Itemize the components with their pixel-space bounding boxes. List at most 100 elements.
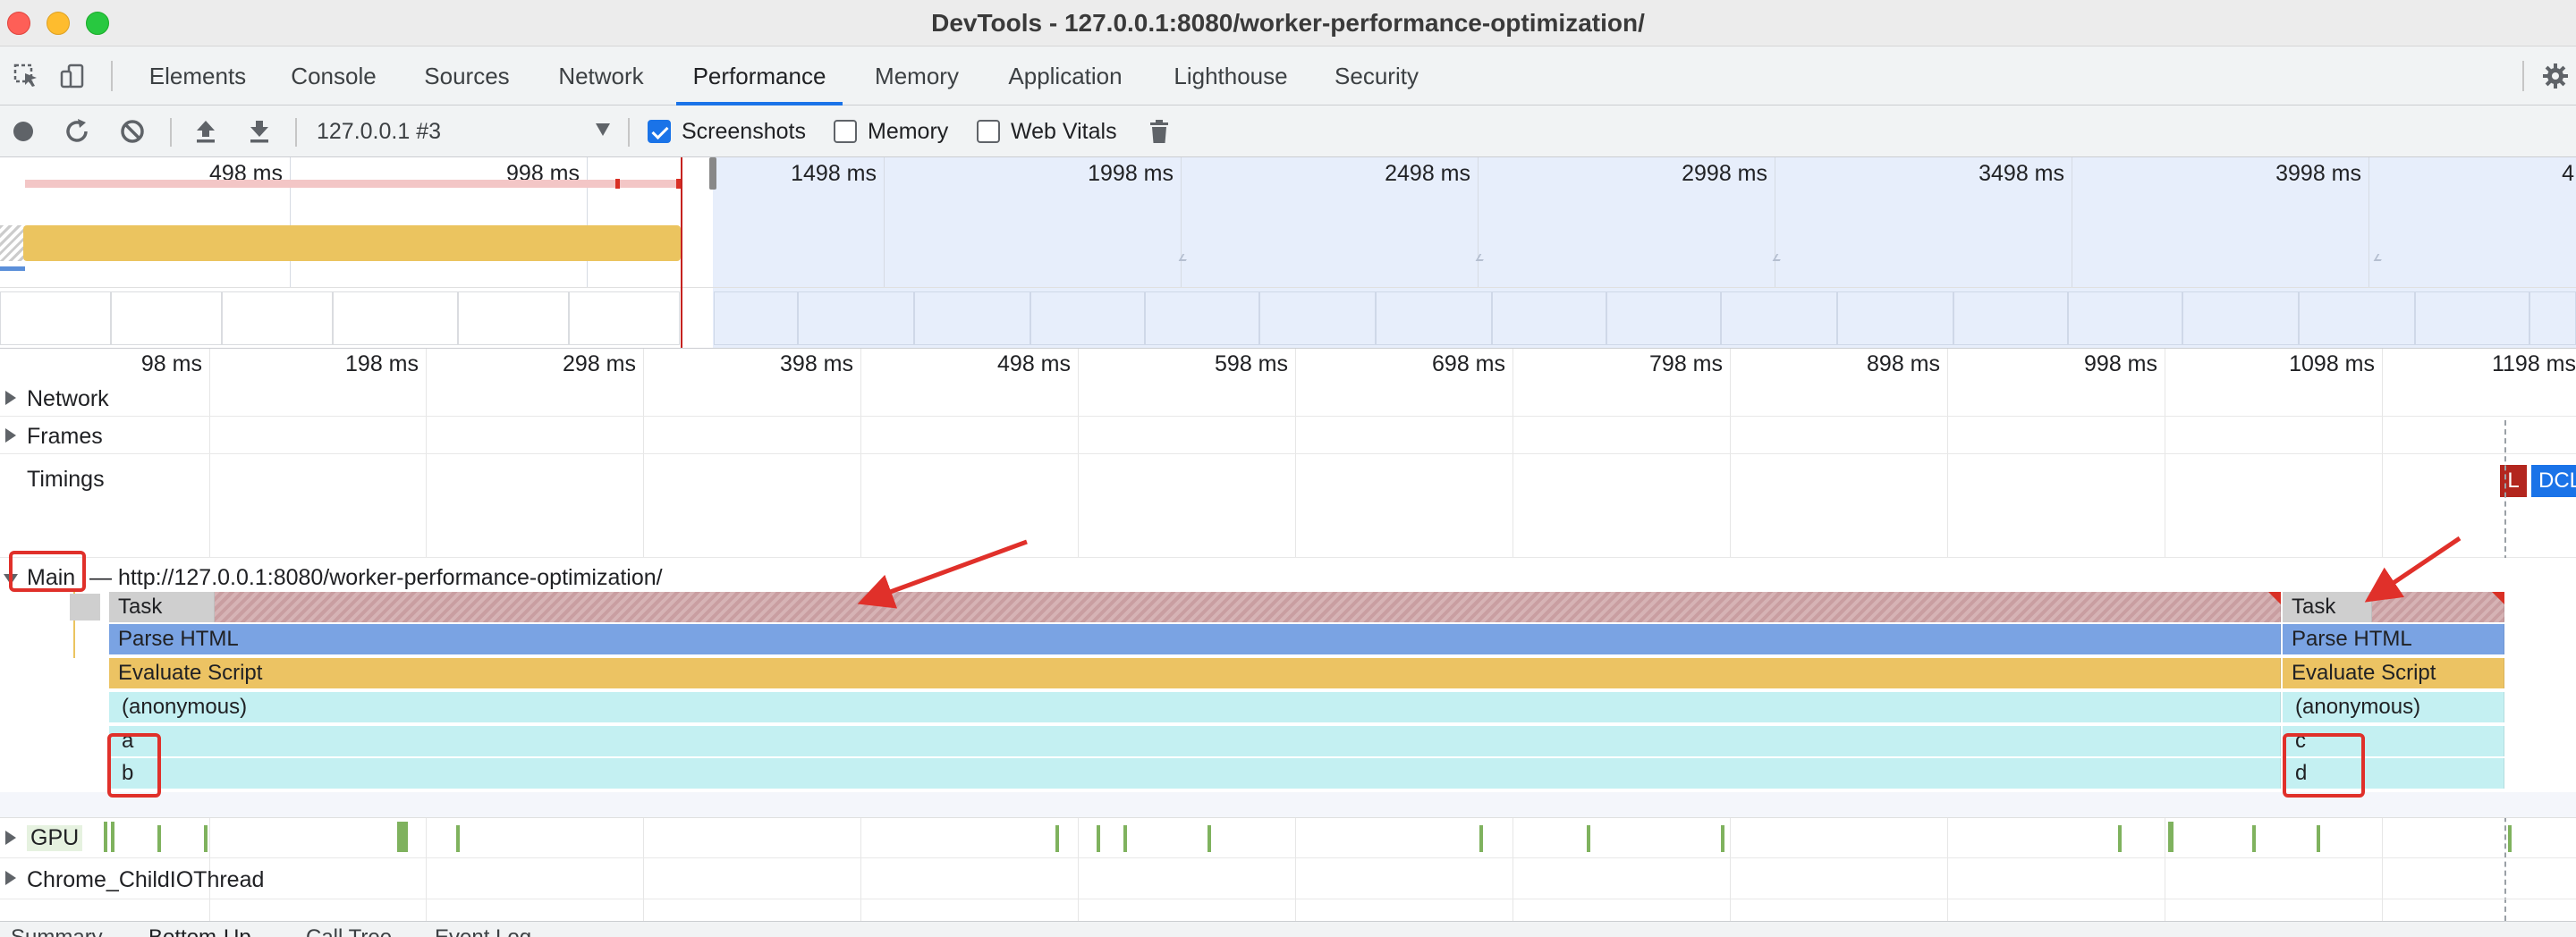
function-a-bar[interactable]: a [109, 726, 2281, 756]
filmstrip-frame[interactable] [1492, 291, 1606, 345]
tab-console[interactable]: Console [291, 63, 377, 89]
frames-track-label[interactable]: Frames [27, 424, 103, 449]
gear-icon[interactable] [2542, 63, 2569, 89]
io-thread-track-label[interactable]: Chrome_ChildIOThread [27, 867, 265, 892]
window-maximize-button[interactable] [86, 12, 109, 35]
anonymous-function-bar[interactable]: (anonymous) [109, 692, 2281, 722]
window-minimize-button[interactable] [47, 12, 70, 35]
filmstrip-frame[interactable] [2415, 291, 2529, 345]
upload-profile-icon[interactable] [191, 117, 220, 146]
tab-network[interactable]: Network [558, 63, 644, 89]
gpu-event[interactable] [204, 825, 208, 852]
filmstrip-frame[interactable] [1030, 291, 1145, 345]
io-thread-track[interactable]: Chrome_ChildIOThread [0, 858, 2576, 899]
gpu-event[interactable] [1587, 825, 1590, 852]
tab-security[interactable]: Security [1335, 63, 1419, 89]
expand-triangle-icon[interactable] [5, 871, 16, 885]
tab-performance[interactable]: Performance [676, 46, 843, 106]
gpu-event[interactable] [1721, 825, 1724, 852]
gpu-event[interactable] [2508, 825, 2512, 852]
gpu-event[interactable] [157, 825, 161, 852]
tab-call-tree[interactable]: Call Tree [306, 925, 392, 937]
inspect-element-icon[interactable] [13, 63, 39, 89]
network-track-label[interactable]: Network [27, 386, 109, 411]
filmstrip-frame[interactable] [714, 291, 798, 345]
expand-triangle-icon[interactable] [5, 428, 16, 443]
timeline-overview[interactable]: 498 ms 998 ms 1498 ms 1998 ms 2498 ms 29… [0, 157, 2576, 349]
memory-label[interactable]: Memory [868, 119, 949, 144]
timings-track-label[interactable]: Timings [27, 467, 105, 492]
download-profile-icon[interactable] [245, 117, 274, 146]
main-track-label[interactable]: Main [27, 565, 76, 590]
filmstrip-frame[interactable] [1606, 291, 1721, 345]
expand-triangle-icon[interactable] [5, 831, 16, 845]
function-d-bar[interactable]: d [2283, 758, 2504, 789]
filmstrip-frame[interactable] [333, 291, 458, 345]
screenshot-filmstrip[interactable] [0, 287, 2576, 348]
device-toolbar-icon[interactable] [59, 63, 86, 89]
chevron-down-icon[interactable] [596, 123, 610, 136]
tab-summary[interactable]: Summary [11, 925, 103, 937]
filmstrip-frame[interactable] [2529, 291, 2576, 345]
tab-lighthouse[interactable]: Lighthouse [1174, 63, 1288, 89]
screenshots-label[interactable]: Screenshots [682, 119, 806, 144]
gpu-event[interactable] [1479, 825, 1483, 852]
gpu-event[interactable] [2252, 825, 2256, 852]
filmstrip-frame[interactable] [1259, 291, 1376, 345]
tab-application[interactable]: Application [1008, 63, 1123, 89]
clear-icon[interactable] [118, 117, 147, 146]
target-select[interactable]: 127.0.0.1 #3 [317, 119, 442, 144]
evaluate-script-bar[interactable]: Evaluate Script [109, 658, 2281, 688]
gpu-track[interactable]: GPU [0, 817, 2576, 858]
filmstrip-frame[interactable] [458, 291, 569, 345]
tab-bottom-up[interactable]: Bottom-Up [148, 925, 251, 937]
dcl-marker[interactable]: DCL [2531, 465, 2576, 497]
window-close-button[interactable] [7, 12, 30, 35]
filmstrip-frame[interactable] [914, 291, 1030, 345]
task-long-bar[interactable] [215, 592, 2281, 622]
gpu-event[interactable] [1055, 825, 1059, 852]
filmstrip-frame[interactable] [1376, 291, 1492, 345]
reload-record-icon[interactable] [63, 117, 91, 146]
expand-triangle-icon[interactable] [5, 391, 16, 405]
record-icon[interactable] [9, 117, 38, 146]
gpu-event[interactable] [1208, 825, 1211, 852]
tab-sources[interactable]: Sources [424, 63, 510, 89]
gpu-track-label[interactable]: GPU [27, 825, 83, 851]
filmstrip-frame[interactable] [222, 291, 333, 345]
gpu-event[interactable] [2168, 822, 2174, 852]
gpu-event[interactable] [456, 825, 460, 852]
filmstrip-frame[interactable] [2068, 291, 2182, 345]
gpu-event[interactable] [104, 822, 107, 852]
filmstrip-frame[interactable] [1837, 291, 1953, 345]
task-stub[interactable] [70, 594, 100, 620]
tab-event-log[interactable]: Event Log [435, 925, 531, 937]
tab-memory[interactable]: Memory [875, 63, 959, 89]
gpu-event[interactable] [111, 822, 114, 852]
gpu-event[interactable] [2317, 825, 2320, 852]
anonymous-function-bar[interactable]: (anonymous) [2283, 692, 2504, 722]
filmstrip-frame[interactable] [1953, 291, 2068, 345]
filmstrip-frame[interactable] [0, 291, 111, 345]
flame-chart[interactable]: 98 ms 198 ms 298 ms 398 ms 498 ms 598 ms… [0, 349, 2576, 921]
trash-icon[interactable] [1145, 117, 1174, 146]
gpu-event[interactable] [1097, 825, 1100, 852]
filmstrip-frame[interactable] [569, 291, 680, 345]
main-track[interactable]: Main — http://127.0.0.1:8080/worker-perf… [0, 558, 2576, 817]
tab-elements[interactable]: Elements [148, 63, 247, 89]
web-vitals-label[interactable]: Web Vitals [1011, 119, 1117, 144]
overview-selection-handle[interactable] [709, 157, 716, 190]
frames-track[interactable]: Frames [0, 417, 2576, 454]
filmstrip-frame[interactable] [1145, 291, 1259, 345]
filmstrip-frame[interactable] [2182, 291, 2299, 345]
screenshots-checkbox[interactable] [648, 120, 671, 143]
parse-html-bar[interactable]: Parse HTML [2283, 624, 2504, 654]
function-b-bar[interactable]: b [109, 758, 2281, 789]
task-bar[interactable]: Task [2283, 592, 2372, 622]
web-vitals-checkbox[interactable] [977, 120, 1000, 143]
network-track[interactable]: Network [0, 379, 2576, 417]
filmstrip-frame[interactable] [798, 291, 914, 345]
filmstrip-frame[interactable] [111, 291, 222, 345]
filmstrip-frame[interactable] [2299, 291, 2415, 345]
evaluate-script-bar[interactable]: Evaluate Script [2283, 658, 2504, 688]
